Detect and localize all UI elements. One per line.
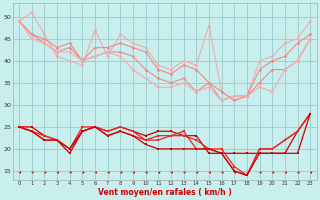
X-axis label: Vent moyen/en rafales ( km/h ): Vent moyen/en rafales ( km/h ) [98, 188, 231, 197]
